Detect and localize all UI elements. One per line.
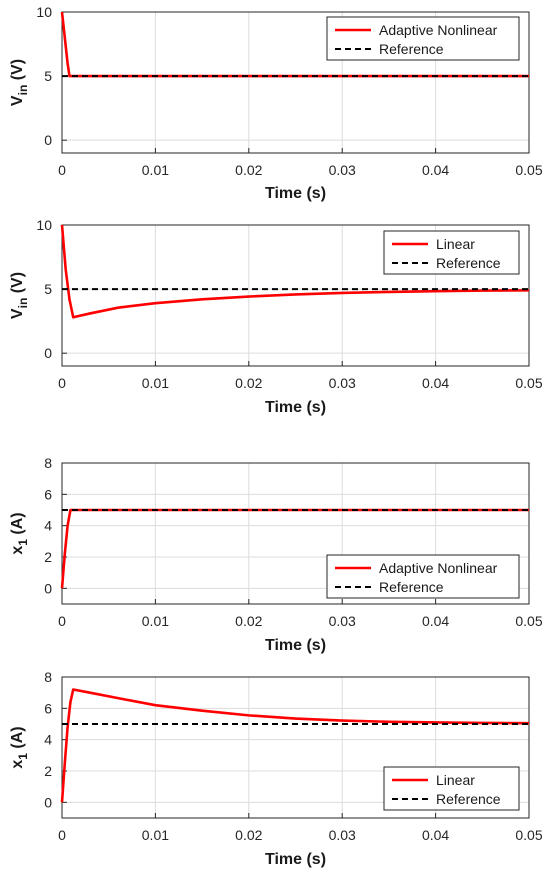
legend-box: [326, 554, 520, 599]
legend-box: [383, 766, 520, 811]
y-axis-label-main: x: [9, 546, 26, 555]
y-axis-label: x1 (A): [9, 512, 30, 554]
x-tick-label: 0: [58, 827, 66, 843]
y-tick-label: 0: [44, 132, 52, 148]
x-tick-label: 0.05: [515, 162, 542, 178]
y-tick-label: 4: [44, 732, 52, 748]
x-tick-label: 0.02: [235, 375, 262, 391]
x-tick-label: 0.04: [422, 613, 449, 629]
y-axis-label: x1 (A): [9, 726, 30, 768]
x-tick-label: 0.02: [235, 613, 262, 629]
y-tick-label: 0: [44, 345, 52, 361]
x-tick-label: 0.05: [515, 375, 542, 391]
x-tick-label: 0.04: [422, 375, 449, 391]
y-axis-label-subscript: in: [16, 298, 30, 309]
series-line-linear: [60, 224, 530, 319]
y-tick-label: 10: [36, 4, 52, 20]
chart-4: 0 0.01 0.02 0.03 0.04 0.05 0 2 4 6 8 Time (s) x1 (A)…: [9, 669, 543, 868]
x-tick-label: 0.05: [515, 827, 542, 843]
x-tick-label: 0.03: [329, 162, 356, 178]
y-axis-label-main: V: [9, 308, 26, 319]
axes-box: [61, 676, 530, 819]
y-axis-label-subscript: 1: [16, 539, 30, 546]
y-tick-label: 0: [44, 794, 52, 810]
x-tick-label: 0.05: [515, 613, 542, 629]
y-axis-label-subscript: in: [16, 85, 30, 96]
legend: Adaptive Nonlinear Reference: [326, 16, 520, 61]
y-tick-label: 4: [44, 518, 52, 534]
x-tick-label: 0.03: [329, 613, 356, 629]
series-line-linear: [60, 688, 530, 803]
legend-label: Adaptive Nonlinear: [379, 560, 498, 576]
x-tick-label: 0.03: [329, 375, 356, 391]
x-tick-label: 0.04: [422, 162, 449, 178]
x-tick-label: 0.01: [142, 827, 169, 843]
legend-label: Linear: [436, 772, 475, 788]
legend: Linear Reference: [383, 766, 520, 811]
legend-box: [326, 16, 520, 61]
axes-box: [61, 224, 530, 367]
y-axis-label-unit: (A): [9, 726, 26, 753]
x-tick-label: 0.02: [235, 162, 262, 178]
x-tick-label: 0.01: [142, 162, 169, 178]
legend-label: Reference: [379, 41, 444, 57]
y-axis-label-main: V: [9, 95, 26, 106]
y-tick-label: 0: [44, 580, 52, 596]
y-tick-label: 6: [44, 486, 52, 502]
axes-box: [61, 11, 530, 154]
legend-box: [383, 230, 520, 275]
y-axis-label-unit: (V): [9, 272, 26, 298]
y-tick-label: 8: [44, 455, 52, 471]
legend-label: Reference: [436, 791, 501, 807]
x-tick-label: 0: [58, 162, 66, 178]
x-axis-label: Time (s): [265, 851, 326, 868]
legend-label: Linear: [436, 236, 475, 252]
chart-2: 0 0.01 0.02 0.03 0.04 0.05 0 5 10 Time (s) Vin (V)…: [9, 217, 543, 416]
x-axis-label: Time (s): [265, 185, 326, 202]
y-tick-label: 2: [44, 763, 52, 779]
x-tick-label: 0: [58, 613, 66, 629]
y-tick-label: 8: [44, 669, 52, 685]
legend: Linear Reference: [383, 230, 520, 275]
x-tick-label: 0: [58, 375, 66, 391]
x-axis-label: Time (s): [265, 637, 326, 654]
chart-3: 0 0.01 0.02 0.03 0.04 0.05 0 2 4 6 8 Time (s) x1 (A)…: [9, 455, 543, 654]
y-axis-label: Vin (V): [9, 272, 30, 319]
legend-label: Reference: [379, 579, 444, 595]
x-tick-label: 0.02: [235, 827, 262, 843]
y-axis-label-main: x: [9, 760, 26, 769]
legend: Adaptive Nonlinear Reference: [326, 554, 520, 599]
chart-1: 0 0.01 0.02 0.03 0.04 0.05 0 5 10 Time (s) Vin (V)…: [9, 4, 543, 202]
y-tick-label: 2: [44, 549, 52, 565]
y-axis-label-subscript: 1: [16, 753, 30, 760]
y-axis-label-unit: (A): [9, 512, 26, 539]
x-tick-label: 0.03: [329, 827, 356, 843]
y-tick-label: 10: [36, 217, 52, 233]
y-tick-label: 5: [44, 68, 52, 84]
y-axis-label-unit: (V): [9, 59, 26, 85]
x-tick-label: 0.04: [422, 827, 449, 843]
y-tick-label: 6: [44, 700, 52, 716]
x-tick-label: 0.01: [142, 375, 169, 391]
y-tick-label: 5: [44, 281, 52, 297]
legend-label: Reference: [436, 255, 501, 271]
x-axis-label: Time (s): [265, 399, 326, 416]
x-tick-label: 0.01: [142, 613, 169, 629]
axes-box: [61, 462, 530, 605]
legend-label: Adaptive Nonlinear: [379, 22, 498, 38]
y-axis-label: Vin (V): [9, 59, 30, 106]
